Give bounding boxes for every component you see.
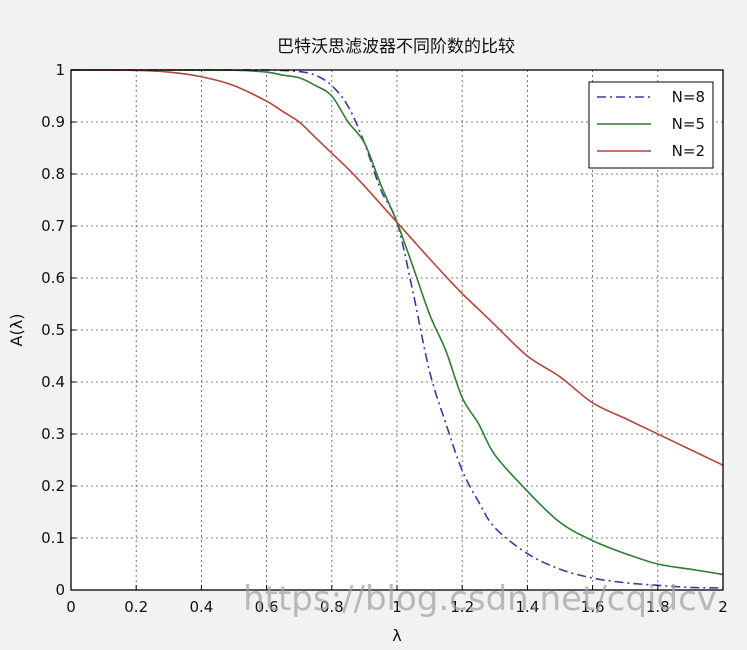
x-tick-label: 1.6 xyxy=(581,598,605,616)
y-tick-label: 0.6 xyxy=(41,269,65,287)
x-tick-label: 0.4 xyxy=(189,598,213,616)
y-tick-label: 0 xyxy=(55,581,65,599)
series-line-n-2 xyxy=(70,69,724,466)
x-tick-label: 1 xyxy=(392,598,402,616)
y-tick-label: 0.4 xyxy=(41,373,65,391)
legend-label: N=2 xyxy=(672,142,705,160)
x-tick-label: 1.4 xyxy=(515,598,539,616)
x-tick-label: 0 xyxy=(66,598,76,616)
chart-title: 巴特沃思滤波器不同阶数的比较 xyxy=(277,37,515,57)
y-tick-label: 0.5 xyxy=(41,321,65,339)
y-tick-label: 0.1 xyxy=(41,529,65,547)
y-axis-ticks: 0 0.1 0.2 0.3 0.4 0.5 0.6 0.7 0.8 0.9 1 xyxy=(41,61,76,599)
x-tick-label: 2 xyxy=(718,598,728,616)
grid xyxy=(71,70,723,590)
x-tick-label: 0.8 xyxy=(320,598,344,616)
y-tick-label: 0.3 xyxy=(41,425,65,443)
watermark-text: https://blog.csdn.net/cqidcv xyxy=(243,579,717,619)
y-tick-label: 0.9 xyxy=(41,113,65,131)
x-axis-ticks: 0 0.2 0.4 0.6 0.8 1 1.2 1.4 1.6 1.8 2 xyxy=(66,585,728,616)
x-axis-label: λ xyxy=(392,626,401,645)
y-tick-label: 1 xyxy=(55,61,65,79)
y-tick-label: 0.2 xyxy=(41,477,65,495)
x-tick-label: 0.2 xyxy=(124,598,148,616)
legend-label: N=8 xyxy=(672,88,705,106)
y-tick-label: 0.7 xyxy=(41,217,65,235)
y-axis-label: A(λ) xyxy=(7,314,26,347)
x-tick-label: 0.6 xyxy=(255,598,279,616)
legend-box xyxy=(588,81,714,169)
x-tick-label: 1.8 xyxy=(646,598,670,616)
x-tick-label: 1.2 xyxy=(450,598,474,616)
y-tick-label: 0.8 xyxy=(41,165,65,183)
legend-label: N=5 xyxy=(672,115,705,133)
legend: N=8 N=5 N=2 xyxy=(588,81,714,169)
